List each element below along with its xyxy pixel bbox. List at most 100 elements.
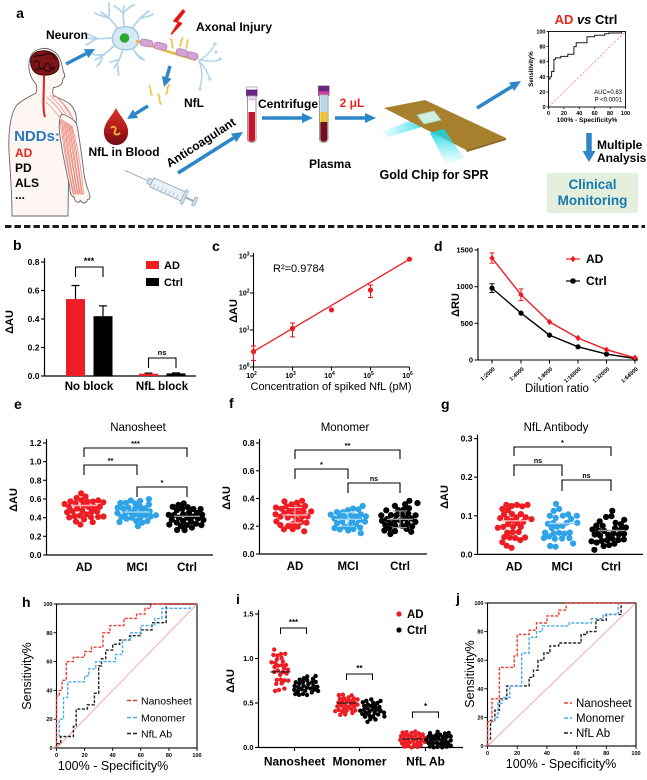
svg-text:0.0: 0.0 xyxy=(243,549,255,559)
svg-text:0.6: 0.6 xyxy=(243,466,255,476)
svg-text:80: 80 xyxy=(477,630,483,636)
svg-text:0: 0 xyxy=(486,751,489,757)
svg-text:100: 100 xyxy=(536,30,545,36)
svg-text:0: 0 xyxy=(547,111,550,117)
svg-text:105: 105 xyxy=(363,371,374,380)
svg-text:*: * xyxy=(161,478,164,487)
svg-text:100% - Specificity%: 100% - Specificity% xyxy=(506,757,616,771)
svg-text:*: * xyxy=(424,702,428,711)
svg-text:102: 102 xyxy=(239,289,250,298)
svg-text:***: *** xyxy=(84,256,95,266)
svg-text:AD vs Ctrl: AD vs Ctrl xyxy=(555,12,618,27)
svg-text:40: 40 xyxy=(539,75,545,81)
svg-text:Monomer: Monomer xyxy=(141,713,186,725)
svg-text:1.0: 1.0 xyxy=(30,457,42,467)
svg-text:20: 20 xyxy=(514,751,520,757)
svg-text:AUC=0.83: AUC=0.83 xyxy=(594,90,623,96)
svg-text:Ctrl: Ctrl xyxy=(601,561,621,573)
svg-text:ns: ns xyxy=(582,473,590,480)
svg-text:AD: AD xyxy=(76,562,93,574)
svg-text:0.4: 0.4 xyxy=(28,314,40,324)
svg-text:ΔAU: ΔAU xyxy=(8,488,20,512)
svg-text:MCI: MCI xyxy=(551,561,572,573)
svg-text:20: 20 xyxy=(477,715,483,721)
svg-text:80: 80 xyxy=(166,753,172,759)
svg-text:100% - Specificity%: 100% - Specificity% xyxy=(58,759,168,773)
svg-text:ns: ns xyxy=(370,476,378,483)
svg-text:0: 0 xyxy=(49,746,52,752)
svg-text:ΔAU: ΔAU xyxy=(4,310,16,334)
svg-text:a: a xyxy=(16,5,24,21)
svg-text:20: 20 xyxy=(539,90,545,96)
svg-text:AD: AD xyxy=(407,609,424,621)
svg-text:Monitoring: Monitoring xyxy=(558,193,628,208)
svg-text:0.6: 0.6 xyxy=(30,494,42,504)
svg-text:ΔRU: ΔRU xyxy=(450,293,462,317)
svg-text:80: 80 xyxy=(607,111,613,117)
svg-text:ΔAU: ΔAU xyxy=(439,485,451,509)
svg-text:60: 60 xyxy=(477,658,483,664)
svg-text:Concentration of spiked NfL (p: Concentration of spiked NfL (pM) xyxy=(251,381,412,393)
svg-text:100: 100 xyxy=(474,601,483,607)
svg-text:AD: AD xyxy=(287,561,304,573)
svg-text:**: ** xyxy=(356,664,363,673)
svg-text:NfL block: NfL block xyxy=(136,381,189,393)
svg-text:f: f xyxy=(229,395,234,411)
svg-text:60: 60 xyxy=(574,751,580,757)
svg-text:NfL: NfL xyxy=(184,96,204,110)
svg-text:AD: AD xyxy=(586,252,604,266)
svg-text:g: g xyxy=(441,396,450,412)
svg-text:Sensitivity%: Sensitivity% xyxy=(529,51,535,87)
svg-text:**: ** xyxy=(345,441,351,450)
svg-text:*: * xyxy=(561,438,564,447)
svg-text:AD: AD xyxy=(164,260,180,272)
svg-text:Nanosheet: Nanosheet xyxy=(576,698,632,710)
svg-text:Ctrl: Ctrl xyxy=(164,277,183,289)
svg-text:20: 20 xyxy=(561,111,567,117)
svg-text:Ctrl: Ctrl xyxy=(407,625,427,637)
svg-text:Gold Chip for SPR: Gold Chip for SPR xyxy=(379,168,488,182)
svg-text:*: * xyxy=(320,460,323,469)
svg-text:b: b xyxy=(13,237,22,253)
svg-text:0.8: 0.8 xyxy=(243,438,255,448)
svg-text:1.0: 1.0 xyxy=(243,654,253,663)
svg-text:ALS: ALS xyxy=(15,176,39,190)
svg-text:0.5: 0.5 xyxy=(243,699,253,708)
svg-text:c: c xyxy=(212,238,220,254)
svg-text:AD: AD xyxy=(15,146,33,160)
svg-text:Nanosheet: Nanosheet xyxy=(110,422,166,434)
svg-text:h: h xyxy=(22,594,31,610)
svg-text:Dilution ratio: Dilution ratio xyxy=(525,383,589,395)
svg-text:Monomer: Monomer xyxy=(321,422,370,434)
svg-text:ns: ns xyxy=(534,458,542,465)
svg-text:NfL Ab: NfL Ab xyxy=(406,755,445,769)
svg-text:Neuron: Neuron xyxy=(46,28,88,42)
svg-text:40: 40 xyxy=(576,111,582,117)
svg-text:Plasma: Plasma xyxy=(309,157,351,171)
svg-text:1.2: 1.2 xyxy=(30,438,42,448)
svg-text:ΔAU: ΔAU xyxy=(225,669,237,693)
svg-text:0.4: 0.4 xyxy=(30,513,42,523)
svg-text:40: 40 xyxy=(110,753,116,759)
svg-text:R²=0.9784: R²=0.9784 xyxy=(273,263,325,275)
svg-text:Ctrl: Ctrl xyxy=(586,274,607,288)
svg-text:100% - Specificity%: 100% - Specificity% xyxy=(557,117,618,124)
svg-text:40: 40 xyxy=(544,751,550,757)
svg-text:0.3: 0.3 xyxy=(461,434,473,444)
svg-text:Axonal Injury: Axonal Injury xyxy=(196,20,272,34)
svg-text:i: i xyxy=(236,591,240,607)
svg-text:60: 60 xyxy=(592,111,598,117)
svg-text:j: j xyxy=(455,590,460,606)
svg-text:***: *** xyxy=(131,439,140,448)
svg-text:ΔAU: ΔAU xyxy=(228,299,240,323)
svg-text:Centrifuge: Centrifuge xyxy=(258,97,318,111)
svg-text:Nanosheet: Nanosheet xyxy=(141,696,192,708)
svg-text:0.2: 0.2 xyxy=(28,343,40,353)
svg-text:e: e xyxy=(14,396,22,412)
svg-text:Analysis: Analysis xyxy=(597,151,647,165)
svg-text:0: 0 xyxy=(480,744,483,750)
svg-text:40: 40 xyxy=(46,688,52,694)
svg-text:0.0: 0.0 xyxy=(461,549,473,559)
svg-text:60: 60 xyxy=(46,660,52,666)
svg-text:ΔAU: ΔAU xyxy=(221,486,233,510)
